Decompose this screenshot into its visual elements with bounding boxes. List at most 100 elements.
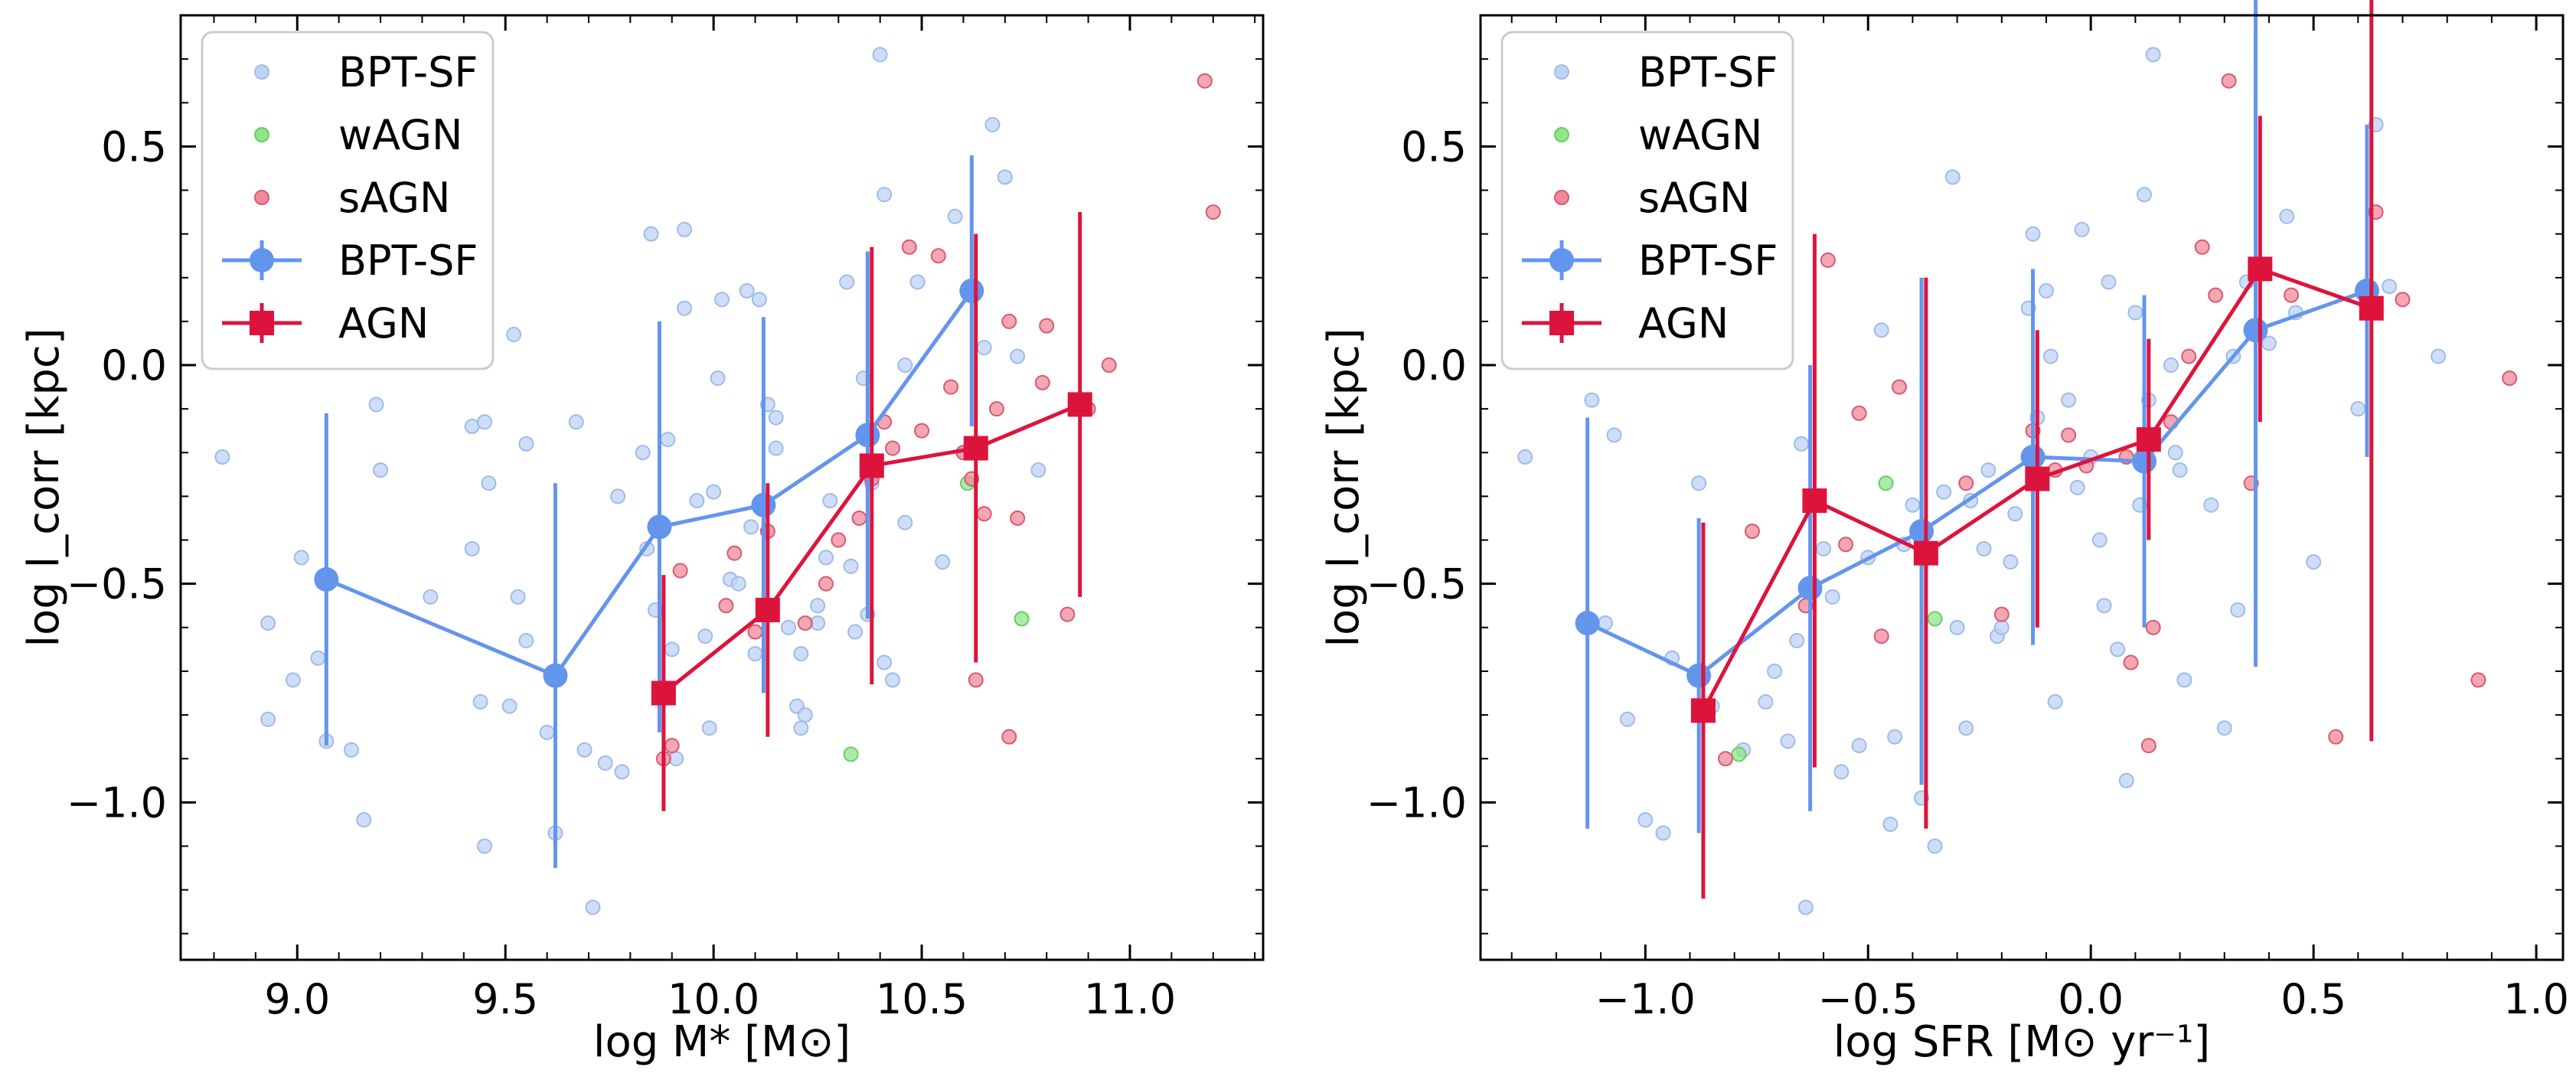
scatter-point-bpt-sf — [2216, 720, 2232, 736]
scatter-point-bpt-sf — [643, 226, 659, 242]
scatter-point-bpt-sf — [2279, 208, 2295, 224]
scatter-point-sagn — [1891, 379, 1907, 395]
scatter-point-bpt-sf — [1887, 729, 1903, 745]
legend-label: wAGN — [338, 111, 462, 159]
legend-label: BPT-SF — [1638, 237, 1778, 285]
scatter-point-sagn — [968, 672, 984, 688]
scatter-point-bpt-sf — [1976, 540, 1992, 556]
scatter-point-bpt-sf — [1824, 589, 1840, 605]
scatter-point-bpt-sf — [1780, 733, 1796, 749]
scatter-point-bpt-sf — [1637, 812, 1654, 828]
scatter-point-bpt-sf — [2039, 282, 2055, 299]
scatter-point-bpt-sf — [2382, 279, 2398, 295]
scatter-point-bpt-sf — [1980, 462, 1996, 478]
scatter-point-bpt-sf — [710, 370, 726, 387]
scatter-point-bpt-sf — [518, 632, 534, 648]
binned-marker — [1575, 611, 1600, 636]
binned-marker — [959, 278, 984, 303]
scatter-point-bpt-sf — [464, 419, 480, 435]
scatter-point-bpt-sf — [464, 540, 480, 556]
scatter-point-sagn — [1958, 475, 1974, 491]
scatter-point-bpt-sf — [518, 436, 534, 452]
binned-marker — [2020, 445, 2045, 470]
series-line-bpt-sf — [1586, 289, 2368, 678]
scatter-sagn — [655, 73, 1221, 767]
scatter-point-bpt-sf — [1584, 392, 1600, 408]
legend: BPT-SF wAGN sAGN BPT-SF AGN — [1500, 31, 1794, 370]
scatter-point-bpt-sf — [768, 440, 784, 456]
binned-marker — [755, 597, 780, 622]
scatter-point-bpt-sf — [2127, 305, 2143, 321]
scatter-point-sagn — [2502, 370, 2518, 387]
binned-marker — [1797, 576, 1823, 601]
binned-marker — [2132, 449, 2157, 474]
scatter-point-bpt-sf — [2431, 348, 2447, 364]
scatter-point-bpt-sf — [872, 47, 888, 63]
legend-label: BPT-SF — [338, 237, 478, 285]
binned-agn — [1690, 0, 2384, 899]
scatter-point-bpt-sf — [260, 711, 276, 727]
scatter-point-bpt-sf — [2061, 392, 2077, 408]
binned-marker — [1686, 663, 1712, 688]
scatter-point-bpt-sf — [373, 462, 389, 478]
scatter-point-bpt-sf — [897, 357, 913, 374]
scatter-point-sagn — [2221, 73, 2237, 89]
binned-marker — [859, 453, 884, 478]
scatter-point-sagn — [718, 598, 734, 614]
scatter-point-bpt-sf — [568, 414, 584, 430]
scatter-point-bpt-sf — [1936, 484, 1952, 500]
scatter-point-bpt-sf — [2230, 602, 2246, 618]
scatter-point-bpt-sf — [689, 493, 705, 509]
scatter-point-sagn — [1820, 252, 1836, 268]
scatter-point-bpt-sf — [1797, 899, 1814, 915]
y-tick-label: 0.0 — [101, 341, 167, 390]
scatter-point-bpt-sf — [214, 449, 230, 465]
scatter-point-bpt-sf — [293, 550, 309, 566]
scatter-point-bpt-sf — [614, 764, 630, 780]
scatter-point-wagn — [843, 746, 859, 762]
scatter-point-bpt-sf — [1944, 169, 1961, 185]
scatter-point-bpt-sf — [510, 589, 526, 605]
scatter-point-bpt-sf — [1993, 619, 2010, 635]
scatter-point-bpt-sf — [472, 693, 488, 710]
scatter-point-sagn — [1197, 73, 1213, 89]
y-tick-label: −0.5 — [67, 560, 167, 609]
scatter-point-bpt-sf — [843, 558, 859, 574]
binned-marker — [314, 566, 339, 592]
legend-label: sAGN — [1638, 174, 1750, 222]
scatter-point-bpt-sf — [2137, 187, 2153, 203]
scatter-point-sagn — [1001, 729, 1017, 745]
x-axis-label: log M* [M⊙] — [593, 1017, 851, 1067]
scatter-point-bpt-sf — [751, 292, 767, 308]
scatter-point-bpt-sf — [1927, 838, 1943, 854]
legend-box — [1500, 31, 1794, 370]
scatter-point-bpt-sf — [368, 396, 384, 413]
y-tick-label: −0.5 — [1366, 560, 1467, 609]
y-tick-label: 0.5 — [101, 122, 167, 171]
binned-marker — [1913, 540, 1938, 566]
scatter-point-bpt-sf — [660, 432, 676, 448]
scatter-point-bpt-sf — [2069, 480, 2085, 495]
scatter-point-bpt-sf — [877, 654, 893, 671]
scatter-point-bpt-sf — [2118, 772, 2134, 788]
scatter-point-bpt-sf — [1010, 348, 1026, 364]
binned-bpt-sf — [1575, 0, 2379, 834]
scatter-point-bpt-sf — [501, 698, 517, 714]
binned-marker — [2248, 256, 2273, 282]
scatter-point-bpt-sf — [730, 576, 746, 592]
y-tick-label: 0.0 — [1401, 341, 1467, 390]
scatter-point-bpt-sf — [739, 282, 755, 299]
scatter-point-sagn — [2395, 292, 2411, 308]
binned-marker — [2359, 295, 2384, 321]
scatter-point-bpt-sf — [343, 742, 359, 758]
scatter-point-bpt-sf — [677, 221, 693, 237]
scatter-point-sagn — [1039, 318, 1055, 334]
scatter-sagn — [1718, 73, 2518, 767]
y-axis-label: log l_corr [kpc] — [19, 328, 69, 647]
binned-marker — [647, 514, 672, 540]
x-tick-label: 11.0 — [1084, 975, 1176, 1023]
scatter-point-bpt-sf — [1691, 475, 1707, 491]
scatter-point-bpt-sf — [1793, 436, 1809, 452]
scatter-point-bpt-sf — [2176, 672, 2192, 688]
y-tick-label: −1.0 — [67, 778, 167, 827]
